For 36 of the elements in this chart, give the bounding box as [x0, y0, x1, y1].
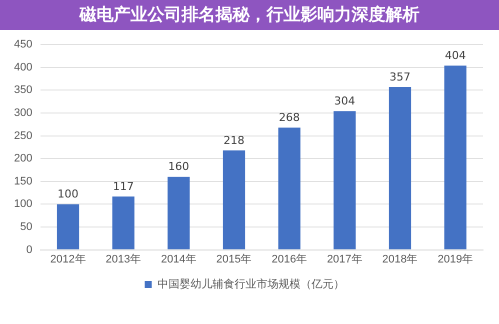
x-tick-label: 2016年: [272, 253, 308, 266]
data-label: 268: [278, 110, 300, 124]
y-tick-label: 50: [20, 221, 32, 234]
y-tick-label: 250: [14, 130, 32, 142]
y-tick-label: 350: [14, 84, 32, 96]
data-label: 304: [334, 94, 356, 108]
chart-title: 磁电产业公司排名揭秘，行业影响力深度解析: [0, 0, 499, 30]
data-label: 117: [112, 180, 134, 193]
data-label: 404: [444, 48, 466, 62]
data-label: 357: [390, 70, 411, 84]
data-label: 100: [58, 188, 79, 201]
bar: [334, 111, 356, 250]
legend-label: 中国婴幼儿辅食行业市场规模（亿元）: [157, 278, 344, 291]
bar: [168, 176, 190, 250]
x-tick-label: 2019年: [438, 253, 474, 266]
bar: [278, 128, 300, 250]
x-tick-label: 2015年: [216, 253, 252, 266]
y-tick-label: 400: [14, 61, 32, 74]
data-label: 160: [168, 160, 190, 174]
bar: [112, 196, 134, 250]
data-label: 218: [224, 134, 245, 147]
x-tick-label: 2012年: [50, 253, 86, 266]
y-tick-label: 100: [14, 198, 32, 210]
x-tick-label: 2018年: [382, 253, 418, 266]
y-tick-label: 200: [14, 152, 32, 165]
bar: [388, 87, 412, 250]
y-tick-label: 450: [14, 38, 32, 51]
y-tick-label: 0: [26, 244, 32, 256]
x-tick-label: 2017年: [326, 253, 362, 266]
bar: [444, 66, 466, 250]
y-tick-label: 150: [14, 175, 32, 188]
x-tick-label: 2013年: [106, 253, 142, 266]
bar: [56, 204, 80, 250]
x-tick-label: 2014年: [160, 253, 196, 266]
bar: [222, 150, 246, 250]
y-tick-label: 300: [14, 107, 32, 120]
